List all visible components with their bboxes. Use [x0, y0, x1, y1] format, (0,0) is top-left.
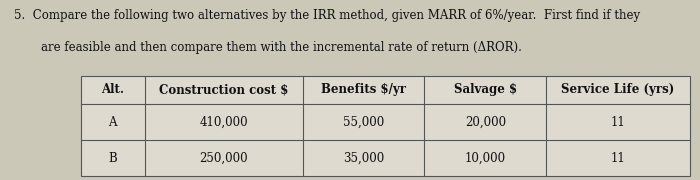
Bar	[80, 76, 690, 176]
Text: B: B	[108, 152, 117, 165]
Text: 410,000: 410,000	[199, 116, 248, 129]
Text: Service Life (yrs): Service Life (yrs)	[561, 84, 675, 96]
Text: 5.  Compare the following two alternatives by the IRR method, given MARR of 6%/y: 5. Compare the following two alternative…	[14, 9, 640, 22]
Text: are feasible and then compare them with the incremental rate of return (ΔROR).: are feasible and then compare them with …	[41, 40, 522, 53]
Text: 10,000: 10,000	[465, 152, 506, 165]
Text: Construction cost $: Construction cost $	[159, 84, 288, 96]
Text: 20,000: 20,000	[465, 116, 506, 129]
Text: 250,000: 250,000	[199, 152, 248, 165]
Text: Benefits $/yr: Benefits $/yr	[321, 84, 406, 96]
Text: 35,000: 35,000	[343, 152, 384, 165]
Text: 11: 11	[610, 152, 625, 165]
Text: 55,000: 55,000	[343, 116, 384, 129]
Text: Salvage $: Salvage $	[454, 84, 517, 96]
Text: 11: 11	[610, 116, 625, 129]
Text: Alt.: Alt.	[102, 84, 124, 96]
Text: A: A	[108, 116, 117, 129]
